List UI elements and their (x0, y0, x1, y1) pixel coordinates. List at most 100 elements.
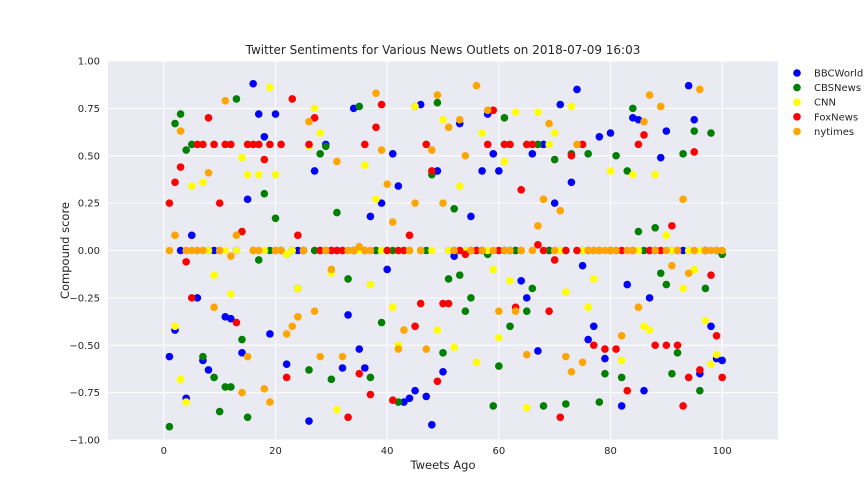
point-foxnews (455, 246, 464, 255)
point-bbcworld (478, 167, 486, 175)
point-cbsnews (467, 294, 475, 302)
point-nytimes (517, 246, 525, 255)
point-nytimes (617, 331, 626, 340)
point-bbcworld (361, 364, 369, 372)
point-nytimes (383, 180, 391, 188)
point-foxnews (601, 345, 609, 353)
point-foxnews (428, 167, 436, 175)
point-cnn (450, 343, 458, 351)
point-foxnews (377, 100, 386, 109)
point-cnn (333, 405, 341, 414)
point-nytimes (511, 307, 520, 315)
x-axis-label: Tweets Ago (409, 458, 475, 472)
point-cbsnews (550, 155, 559, 164)
point-nytimes (355, 242, 364, 251)
point-foxnews (204, 114, 213, 122)
point-cnn (411, 102, 419, 111)
point-foxnews (171, 178, 179, 187)
point-foxnews (355, 369, 364, 378)
point-cbsnews (199, 352, 207, 361)
point-foxnews (305, 140, 313, 149)
point-foxnews (388, 396, 397, 405)
point-bbcworld (517, 277, 525, 285)
x-tick-label: 0 (161, 446, 167, 457)
point-foxnews (176, 163, 185, 171)
point-nytimes (668, 261, 676, 270)
point-foxnews (656, 246, 665, 255)
point-nytimes (193, 246, 202, 255)
point-nytimes (455, 115, 464, 124)
point-nytimes (232, 231, 241, 240)
point-foxnews (472, 246, 481, 255)
point-cnn (204, 246, 213, 255)
point-nytimes (288, 322, 297, 331)
point-cnn (282, 250, 291, 259)
point-foxnews (517, 186, 525, 194)
point-cbsnews (444, 275, 453, 283)
point-nytimes (506, 246, 514, 255)
point-cbsnews (584, 150, 592, 158)
point-bbcworld (645, 294, 654, 302)
point-cnn (472, 358, 481, 367)
point-cnn (199, 178, 207, 187)
point-foxnews (483, 140, 492, 149)
point-foxnews (210, 140, 218, 149)
point-foxnews (556, 413, 565, 422)
point-foxnews (640, 131, 648, 139)
point-cnn (584, 303, 592, 312)
point-nytimes (684, 269, 693, 278)
point-cnn (629, 170, 637, 179)
point-cbsnews (673, 349, 682, 357)
point-bbcworld (366, 212, 375, 221)
point-bbcworld (400, 398, 408, 406)
point-foxnews (668, 222, 676, 230)
point-cbsnews (333, 208, 341, 217)
point-nytimes (444, 123, 453, 132)
point-cnn (640, 322, 648, 331)
point-foxnews (327, 246, 336, 255)
chart-title: Twitter Sentiments for Various News Outl… (245, 43, 641, 57)
point-cbsnews (243, 413, 252, 422)
legend-label-cnn: CNN (814, 98, 836, 109)
point-foxnews (372, 123, 380, 132)
point-cbsnews (500, 114, 509, 122)
point-bbcworld (388, 150, 397, 158)
point-cbsnews (321, 142, 330, 151)
point-cbsnews (668, 369, 676, 378)
point-nytimes (489, 246, 498, 255)
point-foxnews (243, 140, 252, 149)
point-nytimes (467, 246, 475, 255)
point-nytimes (260, 385, 269, 393)
legend: BBCWorld CBSNews CNN FoxNews nytimes (793, 69, 863, 138)
point-bbcworld (227, 314, 235, 323)
point-foxnews (712, 331, 721, 340)
point-nytimes (623, 246, 632, 255)
point-foxnews (545, 307, 553, 315)
point-cbsnews (377, 318, 386, 327)
point-nytimes (394, 345, 403, 353)
point-nytimes (439, 199, 447, 207)
point-nytimes (640, 117, 648, 126)
y-axis-label: Compound score (58, 202, 72, 299)
point-nytimes (478, 246, 486, 255)
point-bbcworld (187, 231, 196, 240)
point-foxnews (366, 390, 375, 399)
point-cnn (679, 284, 687, 293)
point-cbsnews (187, 140, 196, 149)
point-bbcworld (662, 127, 671, 135)
point-nytimes (534, 222, 542, 230)
point-nytimes (411, 199, 419, 207)
point-foxnews (383, 246, 391, 255)
point-nytimes (171, 231, 179, 240)
point-nytimes (690, 246, 699, 255)
point-cnn (696, 246, 704, 255)
point-cbsnews (707, 129, 715, 137)
point-bbcworld (617, 402, 626, 410)
point-bbcworld (439, 367, 447, 376)
point-bbcworld (450, 252, 458, 260)
point-foxnews (344, 413, 352, 422)
point-foxnews (539, 246, 548, 255)
x-tick-label: 60 (492, 446, 505, 457)
point-bbcworld (601, 354, 609, 363)
point-foxnews (506, 140, 514, 149)
